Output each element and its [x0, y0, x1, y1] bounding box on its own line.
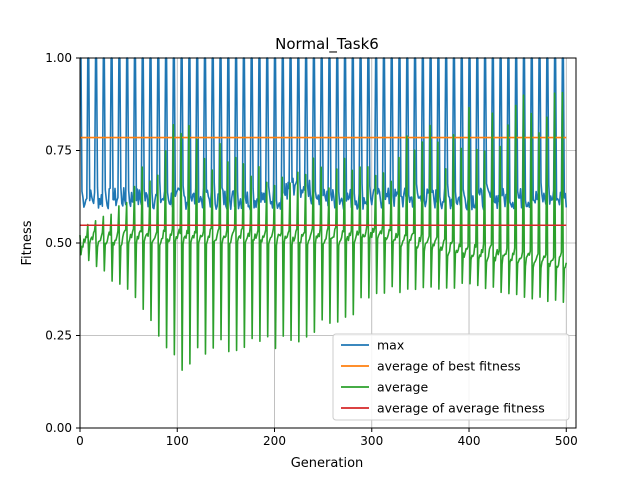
series-layer [79, 57, 568, 371]
y-tick-label-0: 0.00 [45, 421, 72, 435]
y-tick-label-2: 0.50 [45, 236, 72, 250]
legend-box [332, 333, 570, 421]
series-line-2 [79, 91, 568, 371]
y-axis-label: Fitness [20, 220, 35, 265]
legend: max average of best fitness average average… [332, 333, 570, 421]
y-tick-label-4: 1.00 [45, 51, 72, 65]
x-tick-label-1: 100 [166, 434, 189, 448]
y-axis-ticks: 0.00 0.25 0.50 0.75 1.00 [45, 51, 80, 435]
chart-title: Normal_Task6 [275, 35, 379, 54]
legend-label-0: max [377, 338, 404, 353]
x-axis-label: Generation [291, 456, 364, 471]
x-tick-label-4: 400 [458, 434, 481, 448]
x-tick-label-3: 300 [360, 434, 383, 448]
x-tick-label-0: 0 [76, 434, 84, 448]
x-tick-label-5: 500 [555, 434, 578, 448]
legend-label-2: average [377, 380, 428, 395]
legend-label-1: average of best fitness [377, 359, 521, 374]
legend-label-3: average of average fitness [377, 401, 545, 416]
x-tick-label-2: 200 [263, 434, 286, 448]
y-tick-label-1: 0.25 [45, 329, 72, 343]
x-axis-ticks: 0 100 200 300 400 500 [76, 428, 578, 448]
y-tick-label-3: 0.75 [45, 144, 72, 158]
